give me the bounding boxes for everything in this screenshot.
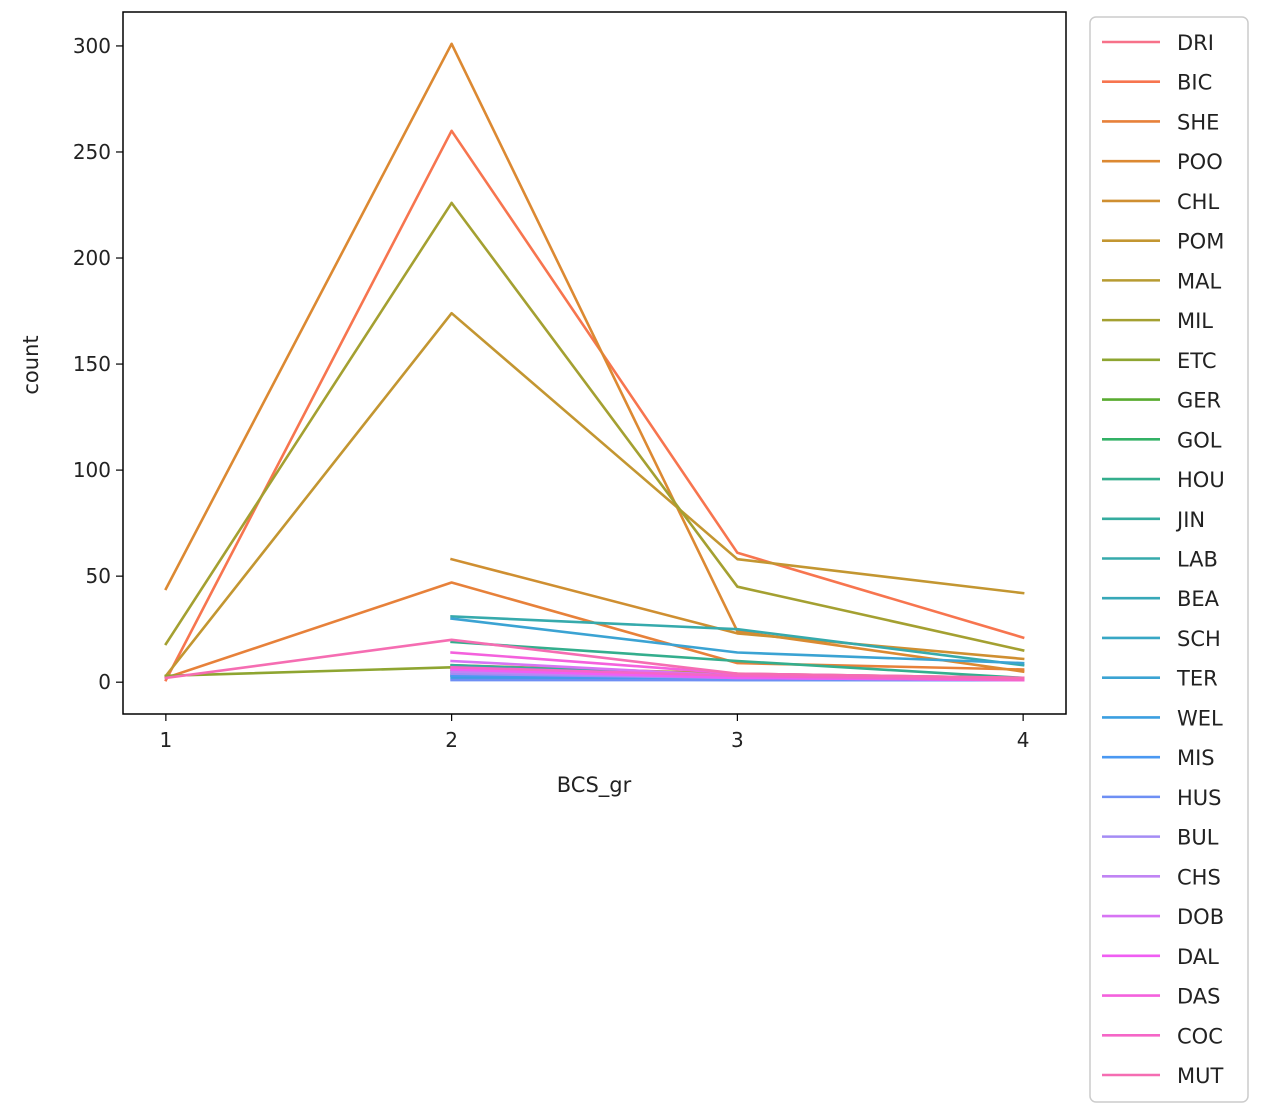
y-tick-label: 100 xyxy=(73,458,111,482)
series-lines xyxy=(164,42,1025,682)
y-tick-label: 250 xyxy=(73,140,111,164)
legend-label-ter: TER xyxy=(1176,667,1218,691)
legend-label-hus: HUS xyxy=(1177,786,1222,810)
legend-label-lab: LAB xyxy=(1177,548,1218,572)
x-tick-label: 2 xyxy=(445,728,458,752)
x-tick-label: 4 xyxy=(1017,728,1030,752)
y-axis-label: count xyxy=(19,335,43,394)
series-line-chl xyxy=(450,557,1025,661)
series-line-bic xyxy=(164,129,1025,682)
plot-frame xyxy=(122,11,1067,715)
legend-label-dal: DAL xyxy=(1177,945,1219,969)
legend-label-jin: JIN xyxy=(1175,508,1205,532)
y-tick-label: 150 xyxy=(73,352,111,376)
legend-label-ger: GER xyxy=(1177,389,1221,413)
x-tick-label: 1 xyxy=(159,728,172,752)
legend-label-hou: HOU xyxy=(1177,468,1225,492)
y-axis: 0 50 100 150 200 250 300 xyxy=(73,34,123,694)
series-line-poo xyxy=(164,42,1025,674)
x-axis: 1 2 3 4 xyxy=(159,714,1030,752)
legend-label-mut: MUT xyxy=(1177,1064,1223,1088)
legend-label-gol: GOL xyxy=(1177,428,1222,452)
legend-label-sch: SCH xyxy=(1177,627,1221,651)
y-tick-label: 200 xyxy=(73,246,111,270)
legend-label-mil: MIL xyxy=(1177,309,1213,333)
legend-label-chl: CHL xyxy=(1177,190,1219,214)
y-tick-label: 300 xyxy=(73,34,111,58)
x-axis-label: BCS_gr xyxy=(557,773,632,798)
legend-label-chs: CHS xyxy=(1177,865,1221,889)
legend-label-etc: ETC xyxy=(1177,349,1217,373)
legend-label-dri: DRI xyxy=(1177,31,1214,55)
series-line-hou xyxy=(450,640,1025,680)
series-line-coc xyxy=(450,665,1025,682)
legend-label-das: DAS xyxy=(1177,985,1221,1009)
legend-label-she: SHE xyxy=(1177,110,1219,134)
legend-label-mal: MAL xyxy=(1177,269,1221,293)
legend-label-mis: MIS xyxy=(1177,746,1215,770)
legend-label-bul: BUL xyxy=(1177,826,1219,850)
series-line-ter xyxy=(450,617,1025,665)
legend-label-coc: COC xyxy=(1177,1024,1223,1048)
legend-frame xyxy=(1089,16,1249,1103)
series-line-pom xyxy=(164,311,1025,678)
legend-label-wel: WEL xyxy=(1177,706,1223,730)
series-line-lab xyxy=(450,615,1025,667)
legend-label-dob: DOB xyxy=(1177,905,1224,929)
legend-label-bic: BIC xyxy=(1177,71,1212,95)
legend-label-poo: POO xyxy=(1177,150,1223,174)
y-tick-label: 50 xyxy=(86,564,111,588)
y-tick-label: 0 xyxy=(98,670,111,694)
series-line-mut xyxy=(164,638,1025,680)
legend: DRI BIC SHE POO CHL POM MAL MIL ETC GER GOL HOU JIN L… xyxy=(1089,16,1249,1103)
x-tick-label: 3 xyxy=(731,728,744,752)
legend-label-pom: POM xyxy=(1177,230,1224,254)
series-line-mil xyxy=(164,201,1025,652)
legend-label-bea: BEA xyxy=(1177,587,1220,611)
